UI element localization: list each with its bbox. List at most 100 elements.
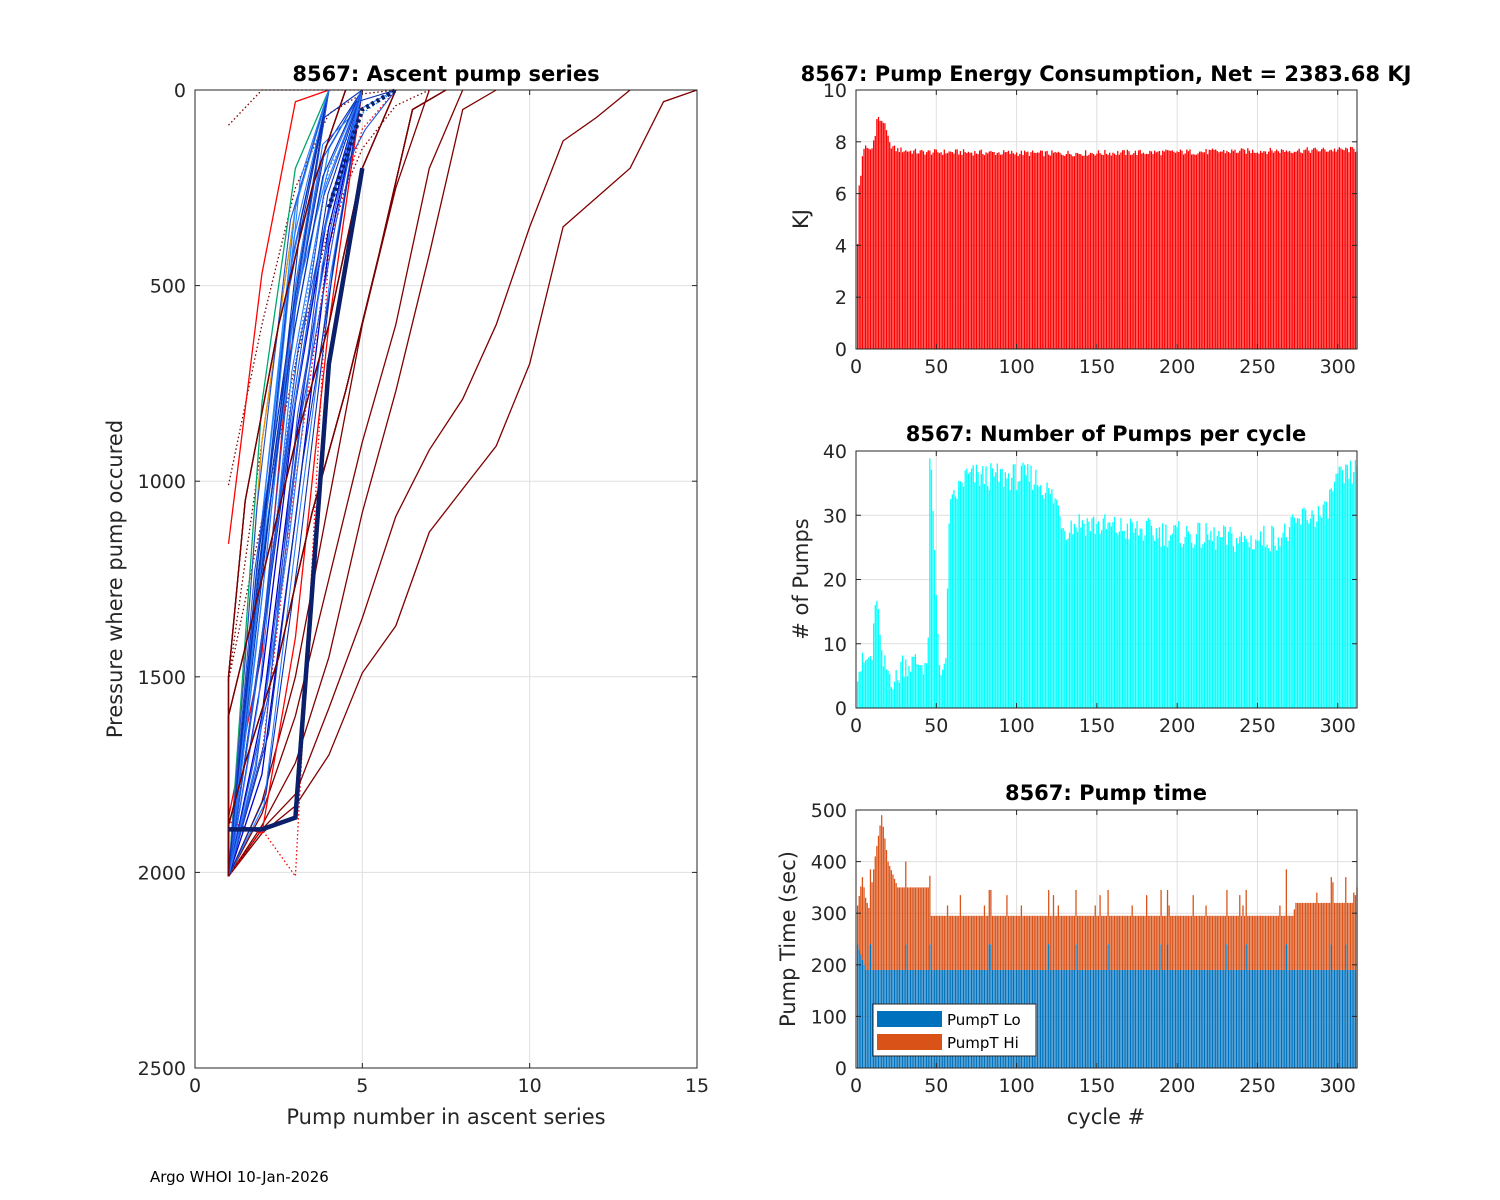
pumptime-bar-hi [962,915,965,970]
pumps-bar [1128,539,1130,708]
pumptime-bar-lo [1348,969,1350,1068]
pumptime-bar-lo [1176,969,1178,1068]
pumptime-bar-lo [1346,969,1348,1068]
energy-bar [998,152,1000,349]
pumps-bar [898,682,900,708]
energy-bar [948,151,950,349]
pumptime-bar-hi [1162,915,1164,970]
x-tick-label: 0 [189,1075,201,1097]
pumps-bar [871,660,873,708]
pumptime-bar-lo [1133,969,1135,1068]
energy-bar [1080,154,1082,349]
pumptime-bar-lo [1208,969,1210,1068]
pumps-bar [884,655,886,708]
pumptime-bar-hi [1128,915,1130,970]
pumptime-bar-lo [1248,969,1251,1068]
y-tick-label: 1500 [138,667,186,689]
ascent-axes-frame [194,89,698,1069]
energy-bar [1112,152,1114,349]
energy-bar [1036,152,1039,349]
energy-bar [1054,151,1056,349]
pumps-bar [1192,547,1194,708]
pumps-bar [1088,521,1090,708]
pumps-bar [1261,545,1263,708]
pumptime-bar-lo [1253,969,1255,1068]
pumptime-bar-lo [1173,969,1175,1068]
pumps-bar [922,674,925,708]
pumps-bar [1337,473,1339,708]
energy-bar [1035,153,1037,349]
pumptime-bar-hi [1200,915,1202,970]
pumptime-bar-lo [1231,969,1233,1068]
pumps-bar [1091,518,1093,708]
pumptime-bar-hi [1210,915,1212,970]
energy-bar [1192,154,1194,349]
pumptime-bar-hi [1261,915,1263,970]
energy-bar [1280,149,1283,349]
energy-bar [1296,150,1299,349]
pumptime-bar-hi [1227,915,1230,970]
pumps-bar [1076,531,1079,708]
pumptime-bar-hi [1105,915,1108,970]
pumptime-bar-lo [1333,969,1336,1068]
energy-bar [1173,151,1175,349]
pumptime-bar-lo [1341,969,1344,1068]
pumptime-bar-hi [1073,915,1076,970]
pumptime-bar-lo [1141,969,1143,1068]
pumptime-bar-hi [1325,902,1328,970]
energy-bar [946,153,949,349]
pumps-bar [998,481,1000,708]
energy-bar [1120,152,1122,349]
pumptime-bar-lo [1051,969,1053,1068]
energy-bar [914,148,917,349]
energy-bar [1003,150,1005,349]
ascent-bundle-line [227,89,363,877]
ascent-bundle-line [227,89,363,877]
pumptime-bar-hi [1009,915,1011,970]
pumps-bar [1182,543,1185,708]
pumptime-bar-hi [1157,915,1159,970]
energy-bar [861,156,864,349]
pumptime-bar-lo [1107,944,1109,1068]
pumps-bar [1089,531,1092,708]
pumptime-bar-lo [1337,969,1339,1068]
energy-bar [1237,152,1239,349]
pumptime-bar-lo [1324,969,1326,1068]
ascent-line-darkred-dot-4 [227,89,330,681]
pumptime-bar-lo [1115,969,1117,1068]
energy-bar [1131,154,1133,349]
pumps-bar [1280,537,1283,708]
pumps-bar [1025,475,1027,708]
pumptime-bar-lo [1078,969,1080,1068]
pumptime-bar-lo [1109,969,1111,1068]
pumps-bar [1163,545,1165,708]
pumptime-bar-lo [1332,969,1334,1068]
energy-bar [1189,149,1191,349]
pumps-bar [908,666,910,708]
energy-bar [1226,150,1228,349]
energy-bar [1242,148,1244,349]
pumptime-bar-lo [871,969,873,1068]
energy-bar [1308,150,1310,349]
pumptime-bar-lo [1282,969,1284,1068]
pumptime-bar-hi [1001,915,1003,970]
pumptime-bar-lo [1269,969,1271,1068]
energy-bar [935,149,937,349]
pumptime-bar-hi [1251,915,1254,970]
pumps-bar [964,470,966,708]
pumptime-bar-lo [864,969,867,1068]
energy-bar [945,153,947,349]
x-tick-label: 300 [1320,356,1356,378]
pumptime-bar-hi [906,887,909,970]
energy-bar [1038,152,1040,349]
y-tick-label: 0 [174,80,186,102]
energy-axes-frame [855,89,1358,350]
ascent-line-darkred-dot-2 [227,89,396,486]
pumptime-bar-hi [1349,902,1352,970]
pumptime-bar-hi [1096,915,1098,970]
energy-bar [1325,151,1328,349]
pumptime-bar-hi [909,887,912,970]
pumptime-bar-lo [1126,969,1129,1068]
pumps-bar [1110,526,1112,708]
pumptime-bar-lo [1125,969,1127,1068]
